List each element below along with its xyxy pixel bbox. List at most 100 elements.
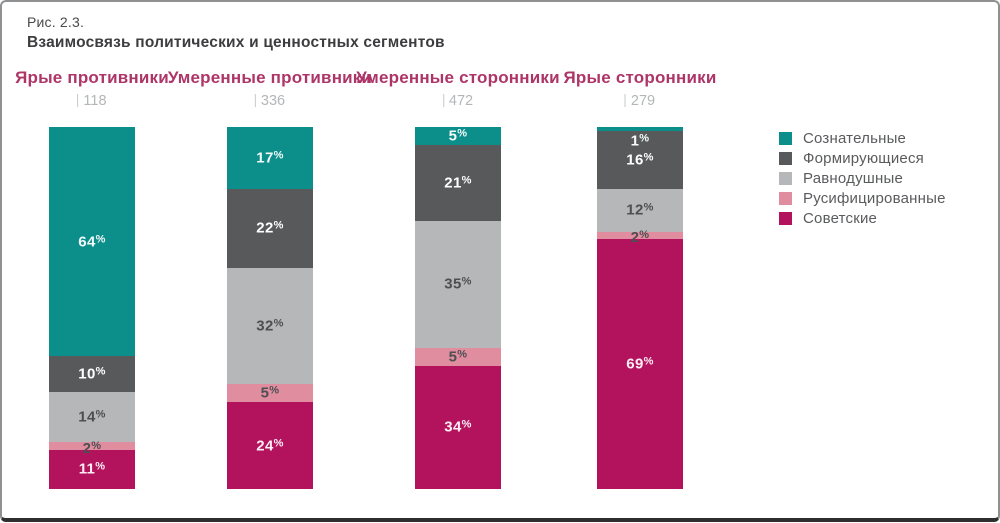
column-header: Ярые сторонники 279 [564, 68, 717, 110]
segment-value-label: 14% [78, 408, 106, 426]
bar-segment: 22% [227, 188, 313, 269]
stacked-bar-1: 64% 10% 14% 2% 11% [49, 127, 135, 489]
legend-item: Советские [779, 210, 946, 227]
column-title: Ярые противники [15, 68, 169, 87]
bar-segment: 12% [597, 188, 683, 232]
bar-segment: 24% [227, 402, 313, 489]
percent-sign: % [95, 233, 106, 246]
bar-segment: 2% [597, 229, 683, 246]
bar-segment: 32% [227, 268, 313, 384]
legend-label: Сознательные [803, 130, 907, 147]
percent-sign: % [95, 408, 106, 421]
percent-sign: % [461, 174, 472, 187]
bar-segment: 14% [49, 392, 135, 443]
percent-sign: % [643, 151, 654, 164]
bar-segment: 10% [49, 356, 135, 393]
bar-segment: 5% [415, 347, 501, 366]
percent-sign: % [273, 219, 284, 232]
count-value: 336 [260, 93, 286, 109]
segment-value-label: 16% [626, 151, 654, 169]
segment-value-label: 10% [78, 365, 106, 383]
percent-sign: % [273, 149, 284, 162]
segment-value-label: 2% [630, 229, 650, 247]
segment-value-label: 17% [256, 149, 284, 167]
percent-sign: % [95, 365, 106, 378]
legend-label: Русифицированные [803, 190, 946, 207]
percent-sign: % [273, 317, 284, 330]
title-block: Рис. 2.3. Взаимосвязь политических и цен… [27, 14, 445, 52]
percent-sign: % [639, 229, 650, 242]
legend-item: Формирующиеся [779, 150, 946, 167]
percent-sign: % [91, 439, 102, 452]
legend: Сознательные Формирующиеся Равнодушные Руси… [779, 130, 946, 227]
column-title: Умеренные противники [167, 68, 373, 87]
bar-segment: 11% [49, 449, 135, 489]
segment-value-label: 24% [256, 437, 284, 455]
bar-segment: 5% [415, 127, 501, 146]
column-count: 472 [442, 93, 474, 109]
stacked-bar-3: 5% 21% 35% 5% 34% [415, 127, 501, 489]
bar-segment: 16% [597, 130, 683, 189]
percent-sign: % [457, 127, 468, 140]
column-header: Ярые противники 118 [15, 68, 169, 110]
bar-segment: 5% [227, 383, 313, 403]
segment-value-label: 21% [444, 174, 472, 192]
count-tick [77, 94, 79, 107]
bar-segment: 35% [415, 221, 501, 348]
bar-segment: 64% [49, 127, 135, 357]
legend-swatch [779, 212, 792, 225]
percent-sign: % [461, 418, 472, 431]
percent-sign: % [643, 201, 654, 214]
legend-swatch [779, 132, 792, 145]
percent-sign: % [643, 355, 654, 368]
figure-title: Взаимосвязь политических и ценностных се… [27, 34, 445, 51]
count-value: 472 [448, 93, 474, 109]
segment-value-label: 35% [444, 275, 472, 293]
percent-sign: % [273, 437, 284, 450]
column-title: Ярые сторонники [563, 68, 717, 87]
column-count: 118 [77, 93, 107, 109]
percent-sign: % [95, 460, 106, 473]
segment-value-label: 2% [82, 439, 102, 457]
column-count: 279 [624, 93, 656, 109]
bar-segment: 2% [49, 440, 135, 457]
bar-segment: 34% [415, 365, 501, 489]
segment-value-label: 5% [260, 384, 280, 402]
legend-item: Русифицированные [779, 190, 946, 207]
legend-item: Равнодушные [779, 170, 946, 187]
percent-sign: % [457, 348, 468, 361]
column-header: Умеренные противники 336 [168, 68, 372, 110]
segment-value-label: 22% [256, 219, 284, 237]
column-title: Умеренные сторонники [356, 68, 560, 87]
percent-sign: % [639, 131, 650, 144]
legend-swatch [779, 152, 792, 165]
column-count: 336 [254, 93, 286, 109]
column-header: Умеренные сторонники 472 [356, 68, 559, 110]
legend-label: Формирующиеся [803, 150, 924, 167]
legend-label: Советские [803, 210, 878, 227]
percent-sign: % [461, 275, 472, 288]
segment-value-label: 5% [448, 348, 468, 366]
segment-value-label: 32% [256, 317, 284, 335]
bar-segment: 17% [227, 127, 313, 189]
legend-label: Равнодушные [803, 170, 904, 187]
legend-swatch [779, 192, 792, 205]
segment-value-label: 69% [626, 355, 654, 373]
stacked-bar-2: 17% 22% 32% 5% 24% [227, 127, 313, 489]
count-tick [442, 94, 444, 107]
bar-segment: 69% [597, 239, 683, 489]
bar-segment: 1% [597, 127, 683, 149]
segment-value-label: 12% [626, 201, 654, 219]
segment-value-label: 5% [448, 127, 468, 145]
figure-number: Рис. 2.3. [27, 14, 85, 30]
count-value: 118 [83, 93, 107, 109]
segment-value-label: 64% [78, 233, 106, 251]
legend-swatch [779, 172, 792, 185]
segment-value-label: 34% [444, 418, 472, 436]
legend-item: Сознательные [779, 130, 946, 147]
count-value: 279 [630, 93, 656, 109]
count-tick [254, 94, 256, 107]
segment-value-label: 11% [78, 460, 106, 478]
bar-segment: 21% [415, 145, 501, 222]
